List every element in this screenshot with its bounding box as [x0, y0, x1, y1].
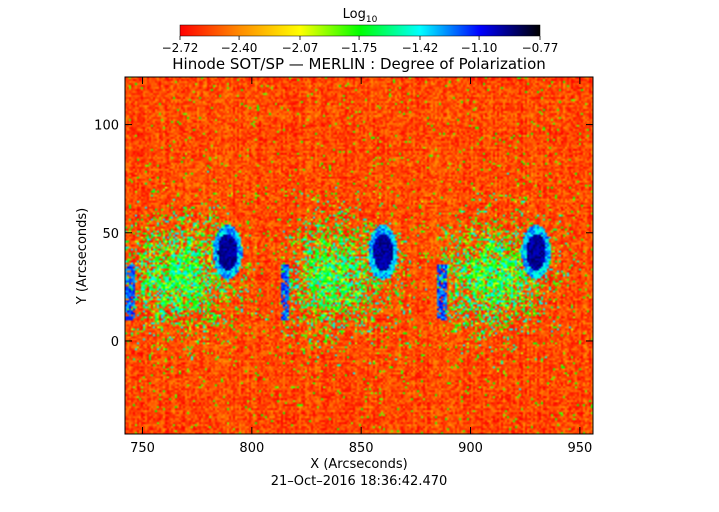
colorbar-tick-label: −1.75	[341, 41, 378, 55]
x-tick-label: 850	[349, 441, 374, 456]
x-tick-label: 800	[239, 441, 264, 456]
plot-area	[125, 77, 593, 434]
colorbar-ticks: −2.72 −2.40 −2.07 −1.75 −1.42 −1.10 −0.77	[162, 36, 559, 55]
colorbar-tick-label: −2.07	[282, 41, 319, 55]
y-tick-label: 100	[94, 119, 119, 134]
y-tick-label: 0	[111, 335, 119, 350]
colorbar: Log10 −2.72 −2.40 −2.07 −1.75 −1.42 −1.10 −0.7…	[162, 7, 559, 55]
x-tick-label: 950	[567, 441, 592, 456]
colorbar-tick-label: −2.40	[221, 41, 258, 55]
y-axis-label: Y (Arcseconds)	[75, 208, 90, 305]
timestamp: 21–Oct–2016 18:36:42.470	[271, 474, 448, 489]
x-axis-label: X (Arcseconds)	[310, 457, 407, 472]
colorbar-tick-label: −0.77	[522, 41, 559, 55]
x-tick-label: 900	[458, 441, 483, 456]
colorbar-tick-label: −1.10	[461, 41, 498, 55]
y-tick-label: 50	[102, 227, 119, 242]
y-axis: 0 50 100	[94, 119, 593, 350]
colorbar-tick-label: −2.72	[162, 41, 199, 55]
x-tick-label: 750	[130, 441, 155, 456]
colorbar-bar	[179, 24, 541, 37]
colorbar-tick-label: −1.42	[402, 41, 439, 55]
colorbar-label: Log10	[343, 7, 378, 25]
x-axis: 750 800 850 900 950	[130, 77, 592, 456]
chart-title: Hinode SOT/SP — MERLIN : Degree of Polar…	[172, 55, 546, 73]
plot-frame	[124, 76, 594, 435]
heatmap-image	[125, 77, 593, 434]
